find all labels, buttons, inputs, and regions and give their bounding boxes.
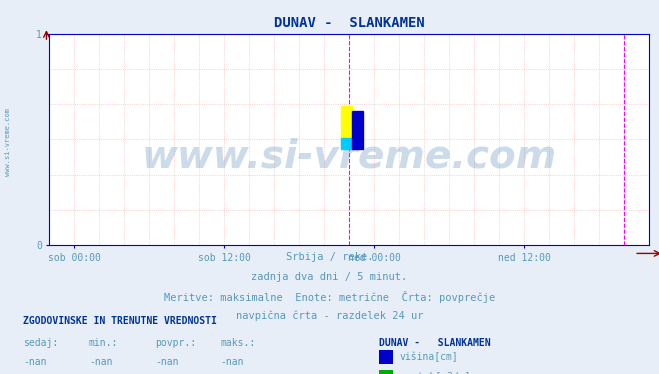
Text: povpr.:: povpr.: — [155, 338, 196, 348]
Text: -nan: -nan — [155, 357, 179, 367]
Text: www.si-vreme.com: www.si-vreme.com — [142, 137, 557, 175]
Text: -nan: -nan — [221, 357, 244, 367]
Text: DUNAV -   SLANKAMEN: DUNAV - SLANKAMEN — [379, 338, 490, 348]
Text: min.:: min.: — [89, 338, 119, 348]
Text: navpična črta - razdelek 24 ur: navpična črta - razdelek 24 ur — [236, 311, 423, 321]
Text: maks.:: maks.: — [221, 338, 256, 348]
Text: zadnja dva dni / 5 minut.: zadnja dva dni / 5 minut. — [251, 272, 408, 282]
Text: ZGODOVINSKE IN TRENUTNE VREDNOSTI: ZGODOVINSKE IN TRENUTNE VREDNOSTI — [23, 316, 217, 326]
Text: -nan: -nan — [89, 357, 113, 367]
Text: www.si-vreme.com: www.si-vreme.com — [5, 108, 11, 176]
Text: Meritve: maksimalne  Enote: metrične  Črta: povprečje: Meritve: maksimalne Enote: metrične Črta… — [164, 291, 495, 303]
Bar — [341, 105, 353, 138]
Text: pretok[m3/s]: pretok[m3/s] — [400, 372, 471, 374]
Title: DUNAV -  SLANKAMEN: DUNAV - SLANKAMEN — [274, 16, 424, 30]
Text: -nan: -nan — [23, 357, 47, 367]
Text: sedaj:: sedaj: — [23, 338, 58, 348]
Text: Srbija / reke.: Srbija / reke. — [286, 252, 373, 263]
Bar — [353, 111, 363, 149]
Bar — [341, 138, 353, 149]
Text: višina[cm]: višina[cm] — [400, 352, 459, 362]
